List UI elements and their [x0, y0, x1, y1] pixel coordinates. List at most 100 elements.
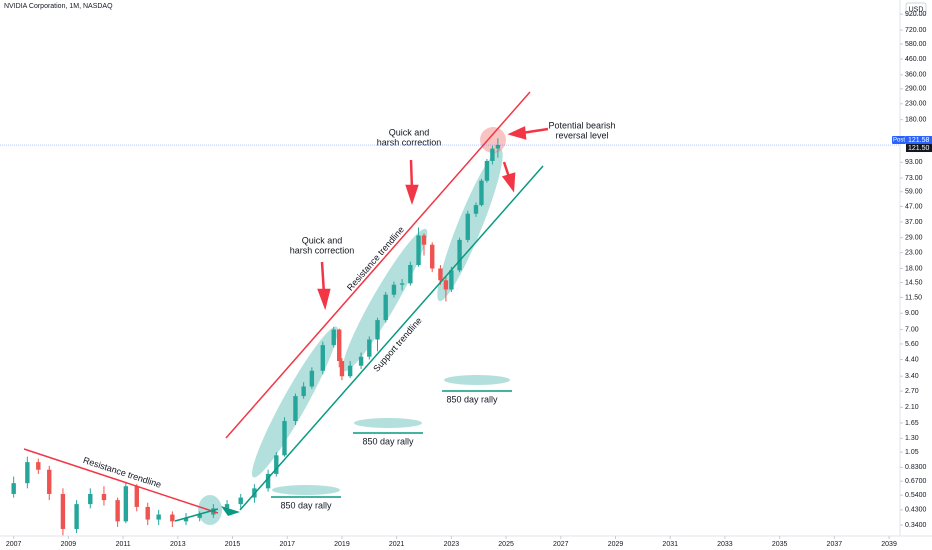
y-tick-label: 0.3400	[905, 522, 927, 529]
candle-body	[490, 148, 495, 161]
y-tick-label: 0.6700	[905, 478, 927, 485]
candle-body	[465, 213, 470, 240]
candle-body	[367, 339, 372, 357]
y-tick-label: 7.00	[905, 326, 919, 333]
candle-body	[123, 486, 129, 522]
y-tick-label: 47.00	[905, 203, 923, 210]
y-tick-label: 5.60	[905, 341, 919, 348]
candle-body	[383, 294, 388, 321]
candle-body	[301, 386, 306, 397]
price-tag-label: 121.50	[908, 145, 930, 152]
y-tick-label: 23.00	[905, 249, 923, 256]
annotation: Quick and	[389, 127, 430, 137]
candle-body	[430, 244, 435, 269]
x-tick-label: 2023	[444, 541, 460, 548]
x-tick-label: 2027	[553, 541, 569, 548]
support-line	[239, 165, 544, 511]
candle-body	[115, 500, 120, 522]
post-tag	[892, 136, 906, 145]
y-tick-label: 4.40	[905, 356, 919, 363]
y-tick-label: 460.00	[905, 56, 927, 63]
candle-body	[358, 356, 364, 366]
candle-body	[170, 514, 175, 522]
label-ellipse	[444, 375, 510, 385]
y-tick-label: 720.00	[905, 27, 927, 34]
label-ellipse	[354, 418, 422, 428]
candle-body	[473, 205, 479, 214]
candle-body	[408, 264, 413, 284]
y-tick-label: 290.00	[905, 86, 927, 93]
candle-body	[88, 493, 93, 505]
candle-body	[416, 235, 421, 265]
candle-body	[457, 239, 462, 271]
annotation: Quick and	[302, 235, 343, 245]
y-tick-label: 0.5400	[905, 492, 927, 499]
x-tick-label: 2007	[6, 541, 22, 548]
candle-body	[337, 329, 342, 362]
annotation: harsh correction	[290, 245, 355, 255]
candle-body	[197, 514, 202, 518]
x-tick-label: 2029	[608, 541, 624, 548]
candle-body	[399, 283, 405, 285]
price-tag	[906, 144, 932, 153]
drawings	[23, 91, 549, 522]
candle-body	[47, 469, 52, 494]
candle-body	[421, 235, 427, 245]
candle-body	[391, 284, 397, 295]
x-tick-label: 2035	[772, 541, 788, 548]
y-tick-label: 59.00	[905, 189, 923, 196]
candle-body	[101, 493, 107, 501]
y-tick-label: 920.00	[905, 11, 927, 18]
rally-ellipse	[437, 148, 503, 302]
price-tag	[906, 136, 932, 145]
price-tag-label: 121.58	[908, 137, 930, 144]
annotation: harsh correction	[377, 137, 442, 147]
x-tick-label: 2037	[827, 541, 843, 548]
arrow	[501, 161, 516, 193]
x-tick-label: 2017	[279, 541, 295, 548]
candle-body	[224, 504, 230, 509]
annotation: 850 day rally	[446, 394, 498, 404]
y-tick-label: 580.00	[905, 41, 927, 48]
y-tick-label: 180.00	[905, 116, 927, 123]
y-tick-label: 0.4300	[905, 507, 927, 514]
x-tick-label: 2013	[170, 541, 186, 548]
candle-body	[443, 280, 449, 290]
candle-body	[36, 462, 41, 470]
y-tick-label: 2.10	[905, 404, 919, 411]
annotation: 850 day rally	[280, 500, 332, 510]
x-tick-label: 2033	[717, 541, 733, 548]
candle-body	[156, 514, 161, 520]
y-tick-label: 1.65	[905, 420, 919, 427]
currency-box	[905, 2, 927, 16]
candle-body	[265, 473, 271, 489]
x-tick-label: 2015	[225, 541, 241, 548]
candles	[11, 138, 501, 536]
x-tick-label: 2011	[116, 541, 131, 548]
candle-body	[375, 320, 380, 340]
annotation: reversal level	[555, 130, 608, 140]
candle-body	[438, 268, 443, 281]
post-label: Post	[893, 138, 905, 144]
chart-title: NVIDIA Corporation, 1M, NASDAQ	[4, 3, 113, 10]
y-tick-label: 18.00	[905, 265, 923, 272]
old-support-line	[174, 508, 219, 522]
y-tick-label: 14.50	[905, 279, 923, 286]
x-tick-label: 2019	[334, 541, 350, 548]
candle-body	[484, 160, 490, 181]
candle-body	[238, 497, 243, 505]
candle-body	[331, 329, 336, 346]
candle-body	[145, 506, 150, 520]
y-tick-label: 3.40	[905, 373, 919, 380]
candle-body	[74, 504, 79, 529]
candle-body	[282, 421, 287, 456]
candle-body	[134, 486, 139, 507]
x-tick-label: 2031	[662, 541, 678, 548]
candle-body	[495, 145, 501, 149]
arrow	[221, 506, 240, 516]
x-tick-label: 2021	[389, 541, 405, 548]
candle-body	[11, 483, 16, 494]
arrow	[405, 159, 419, 205]
